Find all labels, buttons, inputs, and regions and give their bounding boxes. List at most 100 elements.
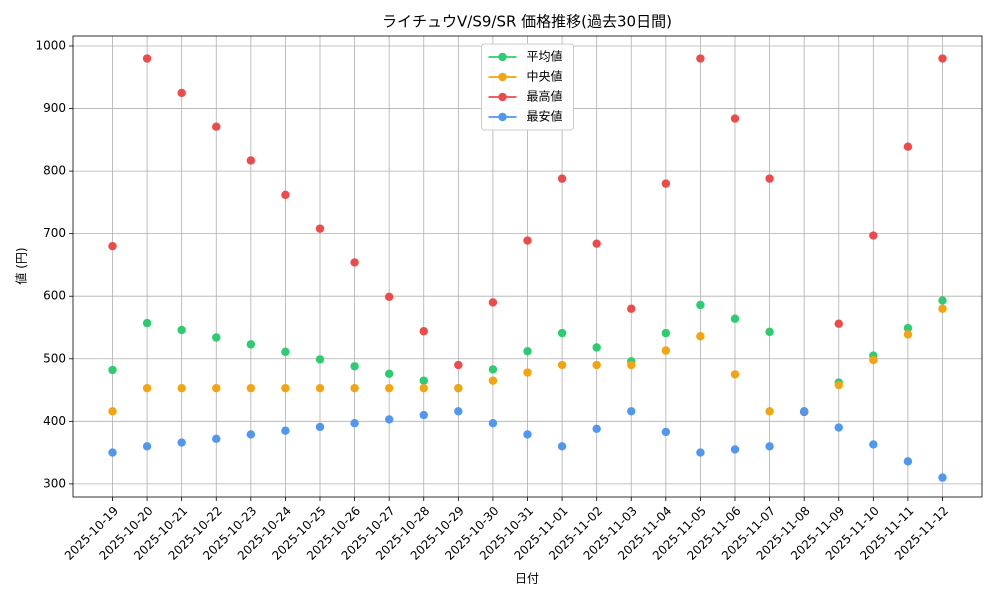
data-point bbox=[869, 231, 878, 240]
data-point bbox=[212, 333, 221, 342]
data-point bbox=[177, 325, 186, 335]
data-point bbox=[730, 370, 740, 379]
data-point bbox=[903, 457, 913, 466]
data-point bbox=[765, 174, 774, 183]
y-axis-label: 値 (円) bbox=[14, 247, 29, 284]
data-point bbox=[350, 383, 359, 393]
data-point bbox=[108, 241, 117, 251]
data-point bbox=[315, 224, 325, 233]
data-point bbox=[488, 298, 498, 307]
data-point bbox=[903, 142, 913, 151]
data-point bbox=[142, 442, 152, 451]
legend-label: 最安値 bbox=[527, 109, 563, 124]
data-point bbox=[419, 410, 428, 420]
data-point bbox=[246, 156, 256, 165]
legend-label: 中央値 bbox=[527, 69, 563, 84]
data-point bbox=[108, 407, 117, 416]
data-point bbox=[765, 327, 774, 337]
data-point bbox=[557, 360, 567, 370]
y-tick-label: 1000 bbox=[35, 39, 66, 53]
data-point bbox=[142, 54, 152, 63]
data-point bbox=[281, 383, 290, 393]
data-point bbox=[350, 362, 359, 371]
y-tick-label: 700 bbox=[43, 226, 66, 240]
legend-marker bbox=[498, 92, 507, 102]
data-point bbox=[627, 304, 636, 313]
data-point bbox=[281, 347, 290, 357]
data-point bbox=[730, 114, 740, 123]
data-point bbox=[177, 88, 186, 98]
data-point bbox=[281, 426, 290, 435]
data-point bbox=[696, 448, 705, 457]
x-axis-label: 日付 bbox=[515, 572, 539, 586]
data-point bbox=[246, 383, 256, 393]
data-point bbox=[661, 328, 671, 338]
data-point bbox=[592, 424, 601, 434]
data-point bbox=[592, 360, 601, 370]
y-tick-label: 500 bbox=[43, 351, 66, 365]
data-point bbox=[938, 473, 947, 482]
data-point bbox=[834, 423, 843, 432]
data-point bbox=[903, 323, 913, 333]
data-point bbox=[488, 376, 498, 385]
data-point bbox=[765, 407, 774, 416]
data-point bbox=[488, 418, 498, 428]
data-point bbox=[730, 314, 740, 323]
data-point bbox=[938, 304, 947, 313]
data-point bbox=[869, 440, 878, 449]
data-point bbox=[834, 319, 843, 328]
data-point bbox=[246, 340, 256, 349]
data-point bbox=[661, 179, 671, 188]
data-point bbox=[315, 383, 325, 393]
data-point bbox=[315, 422, 325, 432]
y-tick-label: 300 bbox=[43, 476, 66, 490]
data-point bbox=[696, 300, 705, 310]
y-tick-label: 600 bbox=[43, 289, 66, 303]
data-point bbox=[212, 383, 221, 393]
data-point bbox=[246, 430, 256, 439]
data-point bbox=[488, 365, 498, 374]
data-point bbox=[557, 174, 567, 183]
data-point bbox=[869, 355, 878, 365]
data-point bbox=[212, 434, 221, 444]
data-point bbox=[350, 418, 359, 428]
data-point bbox=[212, 122, 221, 131]
data-point bbox=[523, 236, 532, 245]
data-point bbox=[419, 376, 428, 385]
y-tick-label: 900 bbox=[43, 101, 66, 115]
data-point bbox=[454, 360, 463, 370]
legend-box bbox=[481, 43, 574, 131]
data-point bbox=[108, 448, 117, 457]
data-point bbox=[661, 427, 671, 437]
data-point bbox=[523, 368, 532, 377]
data-point bbox=[592, 343, 601, 352]
legend-label: 最高値 bbox=[527, 89, 563, 104]
legend-marker bbox=[498, 112, 507, 122]
plot-frame bbox=[72, 35, 983, 498]
y-tick-label: 800 bbox=[43, 164, 66, 178]
data-point bbox=[523, 430, 532, 439]
data-point bbox=[696, 332, 705, 341]
data-point bbox=[627, 360, 636, 370]
data-point bbox=[177, 438, 186, 447]
data-point bbox=[454, 383, 463, 393]
data-point bbox=[661, 346, 671, 355]
data-point bbox=[903, 330, 913, 339]
data-point bbox=[384, 292, 394, 302]
data-point bbox=[765, 442, 774, 451]
data-point bbox=[142, 383, 152, 393]
data-point bbox=[730, 445, 740, 454]
data-point bbox=[799, 407, 809, 416]
data-point bbox=[557, 442, 567, 451]
data-point bbox=[557, 328, 567, 338]
data-point bbox=[350, 258, 359, 267]
y-tick-label: 400 bbox=[43, 414, 66, 428]
legend-marker bbox=[498, 72, 507, 82]
data-point bbox=[696, 54, 705, 63]
data-point bbox=[142, 318, 152, 328]
data-point bbox=[938, 296, 947, 305]
chart-title: ライチュウV/S9/SR 価格推移(過去30日間) bbox=[382, 13, 672, 31]
data-point bbox=[384, 415, 394, 424]
